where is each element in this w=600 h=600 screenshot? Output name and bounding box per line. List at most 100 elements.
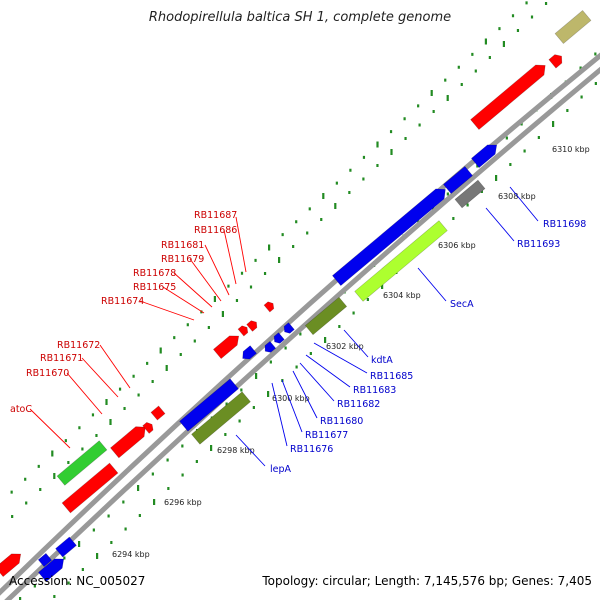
leader-line bbox=[313, 342, 368, 374]
scale-tick bbox=[523, 149, 526, 153]
scale-tick bbox=[594, 52, 597, 56]
accession-text: Accession: NC_005027 bbox=[9, 574, 145, 588]
scale-tick bbox=[452, 217, 455, 220]
scale-tick bbox=[502, 41, 505, 47]
gene-kdtA bbox=[304, 296, 348, 336]
scale-tick bbox=[153, 499, 156, 505]
scale-tick bbox=[544, 2, 548, 5]
scale-tick bbox=[516, 29, 520, 32]
kbp-label: 6296 kbp bbox=[164, 498, 202, 507]
scale-tick bbox=[480, 190, 483, 193]
scale-tick bbox=[430, 90, 433, 96]
backbone-inner bbox=[4, 66, 600, 600]
scale-tick bbox=[281, 233, 284, 237]
gene-blue-small bbox=[273, 332, 285, 344]
scale-tick bbox=[334, 203, 337, 209]
scale-tick bbox=[306, 231, 309, 235]
gene-label: RB11677 bbox=[305, 430, 348, 441]
scale-tick bbox=[498, 27, 501, 31]
scale-tick bbox=[107, 514, 110, 518]
scale-tick bbox=[224, 433, 227, 436]
gene-red-large bbox=[61, 462, 119, 514]
gene-red-small bbox=[142, 422, 154, 434]
gene-label: SecA bbox=[450, 299, 474, 310]
scale-tick bbox=[403, 117, 406, 121]
scale-tick bbox=[96, 553, 99, 559]
scale-tick bbox=[404, 137, 407, 140]
scale-tick bbox=[566, 109, 569, 112]
gene-label: RB11685 bbox=[370, 371, 413, 382]
gene-blue-small bbox=[37, 552, 53, 568]
scale-tick bbox=[33, 584, 36, 588]
scale-tick bbox=[193, 339, 196, 343]
leader-line bbox=[292, 370, 318, 419]
scale-tick bbox=[138, 514, 141, 517]
scale-tick bbox=[444, 78, 447, 82]
gene-label: RB11675 bbox=[133, 282, 176, 293]
label-leader-lines bbox=[29, 186, 539, 467]
gene-labels: RB11687 RB11686 RB11681 RB11679 RB11678 RB116… bbox=[10, 210, 586, 475]
scale-tick bbox=[322, 193, 325, 199]
scale-tick bbox=[67, 581, 70, 585]
scale-tick bbox=[166, 458, 169, 462]
scale-tick bbox=[418, 123, 421, 127]
gene-label: atoC bbox=[10, 404, 32, 415]
scale-tick bbox=[200, 310, 203, 314]
gene-label: RB11683 bbox=[353, 385, 396, 396]
leader-line bbox=[162, 286, 205, 314]
scale-tick bbox=[476, 164, 479, 168]
scale-tick bbox=[39, 488, 42, 491]
scale-tick bbox=[240, 271, 244, 275]
scale-tick bbox=[123, 407, 126, 410]
gene-red-large bbox=[470, 64, 546, 130]
gene-SecA bbox=[354, 220, 448, 302]
leader-line bbox=[281, 379, 303, 433]
scale-tick bbox=[159, 347, 162, 354]
scale-tick bbox=[348, 191, 351, 194]
gene-olive bbox=[191, 391, 251, 445]
scale-tick bbox=[594, 82, 597, 85]
gene-khaki bbox=[554, 10, 592, 44]
gene-label: RB11687 bbox=[194, 210, 237, 221]
leader-line bbox=[299, 362, 335, 402]
scale-tick bbox=[151, 380, 154, 383]
genome-summary-text: Topology: circular; Length: 7,145,576 bp… bbox=[261, 574, 592, 588]
gene-red-small bbox=[237, 325, 249, 337]
scale-tick bbox=[91, 413, 95, 417]
gene-blue bbox=[442, 165, 474, 195]
scale-tick bbox=[225, 402, 228, 406]
scale-tick bbox=[63, 556, 66, 560]
scale-tick bbox=[390, 149, 393, 155]
scale-tick bbox=[580, 95, 583, 99]
kbp-label: 6300 kbp bbox=[272, 394, 310, 403]
leader-line bbox=[81, 357, 119, 398]
scale-tick bbox=[105, 399, 108, 405]
leader-line bbox=[189, 258, 222, 302]
scale-tick bbox=[267, 391, 270, 397]
scale-tick bbox=[255, 373, 258, 379]
scale-tick bbox=[460, 83, 463, 86]
gene-label: lepA bbox=[270, 464, 292, 475]
scale-tick bbox=[505, 136, 508, 140]
scale-tick bbox=[269, 360, 272, 364]
kbp-label: 6306 kbp bbox=[438, 241, 476, 250]
scale-tick bbox=[292, 245, 295, 248]
kbp-label: 6302 kbp bbox=[326, 342, 364, 351]
scale-tick bbox=[181, 473, 184, 477]
scale-tick bbox=[195, 460, 198, 463]
gene-blue-large bbox=[332, 188, 446, 287]
scale-tick bbox=[110, 541, 113, 544]
leader-line bbox=[29, 408, 71, 449]
scale-tick bbox=[299, 332, 302, 336]
scale-tick bbox=[484, 38, 487, 45]
scale-tick bbox=[432, 110, 435, 113]
gene-gray bbox=[454, 179, 486, 209]
scale-tick bbox=[181, 444, 184, 448]
kbp-label: 6294 kbp bbox=[112, 550, 150, 559]
gene-label: RB11693 bbox=[517, 239, 560, 250]
leader-line bbox=[343, 329, 369, 358]
gene-blue bbox=[55, 536, 77, 558]
scale-tick bbox=[284, 346, 287, 350]
scale-tick bbox=[349, 168, 352, 172]
